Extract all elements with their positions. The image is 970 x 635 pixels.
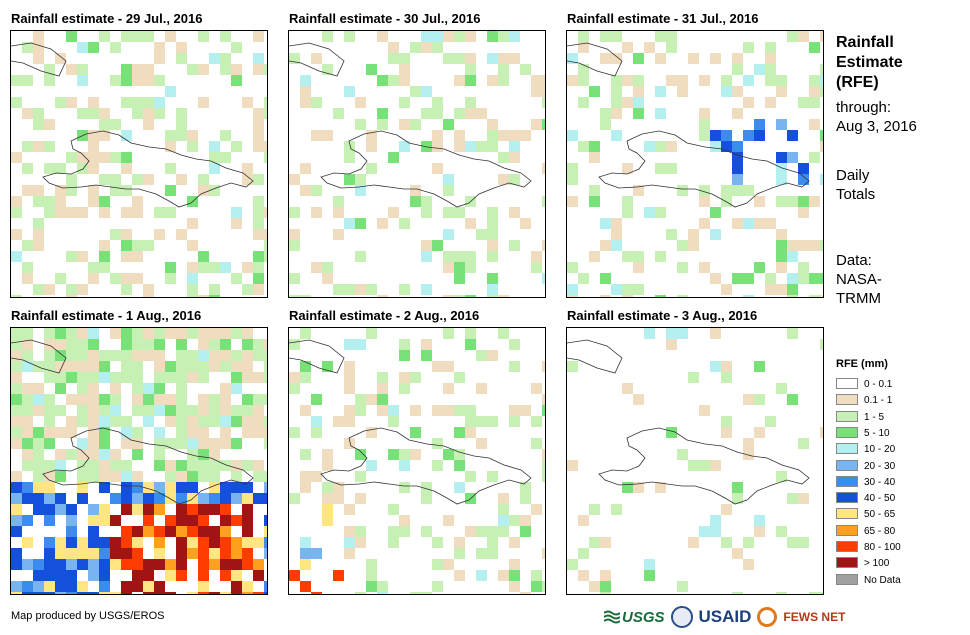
usaid-seal-icon <box>670 606 693 628</box>
legend-label: 10 - 20 <box>864 444 896 456</box>
legend-label: 40 - 50 <box>864 493 896 505</box>
legend-label: 5 - 10 <box>864 427 890 439</box>
legend-item: 1 - 5 <box>836 410 885 424</box>
rainfall-map-31-jul <box>566 30 824 298</box>
hispaniola-outline <box>598 130 810 208</box>
legend-swatch <box>836 378 858 389</box>
data-source-line: TRMM <box>836 290 881 307</box>
hispaniola-outline <box>320 130 532 208</box>
legend-swatch <box>836 508 858 520</box>
legend-swatch <box>836 443 858 455</box>
legend-item: > 100 <box>836 557 889 570</box>
legend-swatch <box>836 459 858 471</box>
usgs-logo: USGS <box>604 609 665 626</box>
hispaniola-outline <box>42 130 254 208</box>
totals-line: Daily <box>836 167 870 184</box>
panel-title-6: Rainfall estimate - 3 Aug., 2016 <box>567 308 758 323</box>
panel-title-2: Rainfall estimate - 30 Jul., 2016 <box>289 11 481 26</box>
map-canvas-1 <box>11 31 267 297</box>
fews-net-logo: FEWS NET <box>783 610 846 624</box>
panel-title-5: Rainfall estimate - 2 Aug., 2016 <box>289 308 480 323</box>
legend-item: 5 - 10 <box>836 426 890 440</box>
through-block: through: Aug 3, 2016 <box>836 98 917 136</box>
legend-swatch <box>836 541 858 552</box>
legend-label: > 100 <box>864 558 890 570</box>
legend-swatch <box>836 573 858 585</box>
data-source-line: Data: <box>836 252 872 269</box>
through-label: through: <box>836 99 892 116</box>
cuba-outline <box>567 42 623 77</box>
legend-swatch <box>836 394 858 406</box>
legend-label: No Data <box>864 574 901 586</box>
map-canvas-2 <box>289 31 545 297</box>
legend-label: 50 - 65 <box>864 509 896 521</box>
legend-label: 1 - 5 <box>864 411 885 423</box>
legend-item: 10 - 20 <box>836 443 895 456</box>
legend-swatch <box>836 557 858 569</box>
legend-label: 20 - 30 <box>864 460 896 472</box>
legend-swatch <box>836 475 858 487</box>
legend-swatch <box>836 492 858 504</box>
panel-title-1: Rainfall estimate - 29 Jul., 2016 <box>11 11 203 26</box>
legend-label: 65 - 80 <box>864 525 896 537</box>
map-canvas-5 <box>289 328 545 594</box>
totals-block: Daily Totals <box>836 166 875 204</box>
data-source-line: NASA- <box>836 271 882 288</box>
rainfall-map-1-aug <box>10 327 268 595</box>
legend-item: No Data <box>836 573 901 587</box>
legend-item: 20 - 30 <box>836 459 896 473</box>
legend-item: 40 - 50 <box>836 492 895 505</box>
sidebar-title-line: (RFE) <box>836 74 879 91</box>
logo-strip: USGS USAID FEWS NET <box>604 604 845 630</box>
legend-label: 0 - 0.1 <box>864 379 893 390</box>
legend-label: 80 - 100 <box>864 542 901 553</box>
panel-title-3: Rainfall estimate - 31 Jul., 2016 <box>567 11 759 26</box>
through-date: Aug 3, 2016 <box>836 118 917 135</box>
cuba-outline <box>567 339 623 374</box>
map-credit: Map produced by USGS/EROS <box>11 610 165 622</box>
totals-line: Totals <box>836 186 876 203</box>
legend-item: 0.1 - 1 <box>836 394 892 407</box>
sidebar-title: Rainfall Estimate (RFE) <box>836 33 903 93</box>
usgs-waves-icon <box>604 610 620 624</box>
legend-label: 0.1 - 1 <box>864 395 893 407</box>
legend-item: 50 - 65 <box>836 508 895 521</box>
map-canvas-3 <box>567 31 823 297</box>
hispaniola-outline <box>320 427 532 505</box>
usaid-logo: USAID <box>698 607 752 626</box>
map-canvas-6 <box>567 328 823 594</box>
legend-item: 0 - 0.1 <box>836 378 892 391</box>
cuba-outline <box>11 339 67 374</box>
legend-item: 80 - 100 <box>836 541 901 554</box>
cuba-outline <box>11 42 67 77</box>
legend-item: 30 - 40 <box>836 475 896 489</box>
legend-label: 30 - 40 <box>864 476 896 488</box>
panel-title-4: Rainfall estimate - 1 Aug., 2016 <box>11 308 202 323</box>
rainfall-map-29-jul <box>10 30 268 298</box>
cuba-outline <box>289 42 345 77</box>
hispaniola-outline <box>42 427 254 505</box>
rainfall-map-30-jul <box>288 30 546 298</box>
legend-item: 65 - 80 <box>836 524 896 538</box>
sidebar-title-line: Estimate <box>836 54 903 71</box>
usgs-logo-text: USGS <box>622 608 665 626</box>
data-source-block: Data: NASA- TRMM <box>836 251 882 308</box>
rainfall-map-3-aug <box>566 327 824 595</box>
rainfall-map-2-aug <box>288 327 546 595</box>
sidebar-title-line: Rainfall <box>836 34 894 51</box>
hispaniola-outline <box>598 427 810 505</box>
fews-net-globe-icon <box>757 607 778 627</box>
legend-swatch <box>836 524 858 536</box>
legend-title: RFE (mm) <box>836 358 888 370</box>
map-canvas-4 <box>11 328 267 594</box>
cuba-outline <box>289 339 345 374</box>
legend-swatch <box>836 410 858 422</box>
legend-swatch <box>836 426 858 438</box>
